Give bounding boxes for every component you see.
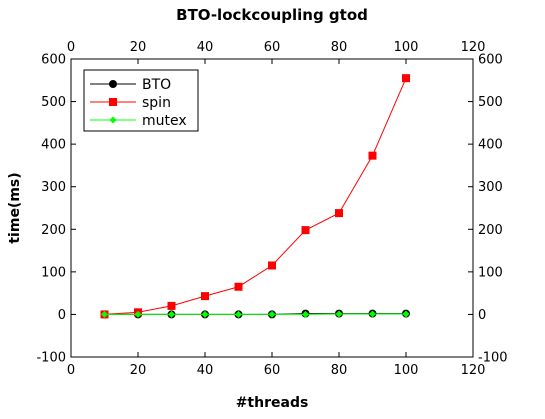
x-tick-label-bottom: 80: [331, 363, 348, 378]
data-point-spin: [201, 292, 209, 301]
x-axis-label: #threads: [236, 395, 309, 411]
data-point-mutex: [302, 310, 309, 318]
x-tick-label-top: 60: [264, 40, 281, 55]
y-tick-label-right: 400: [478, 138, 503, 153]
x-tick-label-bottom: 40: [197, 363, 214, 378]
y-tick-label-right: -100: [478, 351, 508, 366]
data-point-spin: [268, 261, 276, 270]
x-tick-label-top: 80: [331, 40, 348, 55]
data-point-spin: [402, 74, 410, 83]
data-point-spin: [301, 226, 310, 235]
legend-marker-spin: [109, 98, 117, 106]
x-tick-label-top: 40: [197, 40, 214, 55]
x-tick-label-bottom: 20: [130, 363, 147, 378]
legend-marker-BTO: [109, 80, 117, 88]
y-tick-label-left: 300: [41, 180, 66, 195]
y-tick-label-left: 600: [41, 53, 66, 68]
data-point-mutex: [235, 310, 242, 318]
data-point-spin: [167, 301, 176, 310]
y-tick-label-left: -100: [36, 351, 66, 366]
y-tick-label-right: 200: [478, 223, 503, 238]
data-point-mutex: [335, 310, 343, 318]
y-tick-label-right: 500: [478, 95, 503, 110]
y-tick-label-right: 600: [478, 53, 503, 68]
legend-label-mutex: mutex: [142, 113, 187, 129]
y-tick-label-right: 0: [478, 308, 486, 323]
series-layer: [100, 74, 410, 319]
legend: BTO spin mutex: [83, 69, 199, 132]
y-tick-label-right: 300: [478, 180, 503, 195]
y-axis-label: time(ms): [7, 172, 23, 243]
legend-box: [83, 69, 199, 132]
data-point-mutex: [369, 310, 376, 318]
x-tick-label-top: 120: [461, 40, 486, 55]
series-mutex: [101, 310, 410, 318]
x-tick-label-top: 100: [394, 40, 419, 55]
legend-label-spin: spin: [142, 95, 171, 111]
data-point-mutex: [402, 310, 410, 318]
data-point-spin: [234, 282, 243, 291]
data-point-mutex: [168, 310, 175, 318]
data-point-mutex: [201, 310, 209, 318]
x-tick-label-bottom: 100: [394, 363, 419, 378]
data-point-spin: [368, 151, 377, 160]
y-tick-label-right: 100: [478, 265, 503, 280]
y-tick-label-left: 100: [41, 265, 66, 280]
x-tick-label-bottom: 120: [461, 363, 486, 378]
data-point-spin: [335, 209, 343, 218]
y-tick-label-left: 500: [41, 95, 66, 110]
legend-label-BTO: BTO: [142, 77, 171, 93]
x-tick-label-bottom: 0: [67, 363, 75, 378]
legend-marker-mutex: [109, 116, 117, 124]
x-tick-label-bottom: 60: [264, 363, 281, 378]
series-line-spin: [104, 77, 407, 315]
data-point-mutex: [101, 310, 108, 318]
y-tick-label-left: 200: [41, 223, 66, 238]
y-tick-label-left: 400: [41, 138, 66, 153]
data-point-mutex: [268, 310, 276, 318]
y-tick-label-left: 0: [58, 308, 66, 323]
x-tick-label-top: 0: [67, 40, 75, 55]
data-point-mutex: [134, 310, 142, 318]
chart-title: BTO-lockcoupling gtod: [176, 6, 368, 24]
x-tick-label-top: 20: [130, 40, 147, 55]
